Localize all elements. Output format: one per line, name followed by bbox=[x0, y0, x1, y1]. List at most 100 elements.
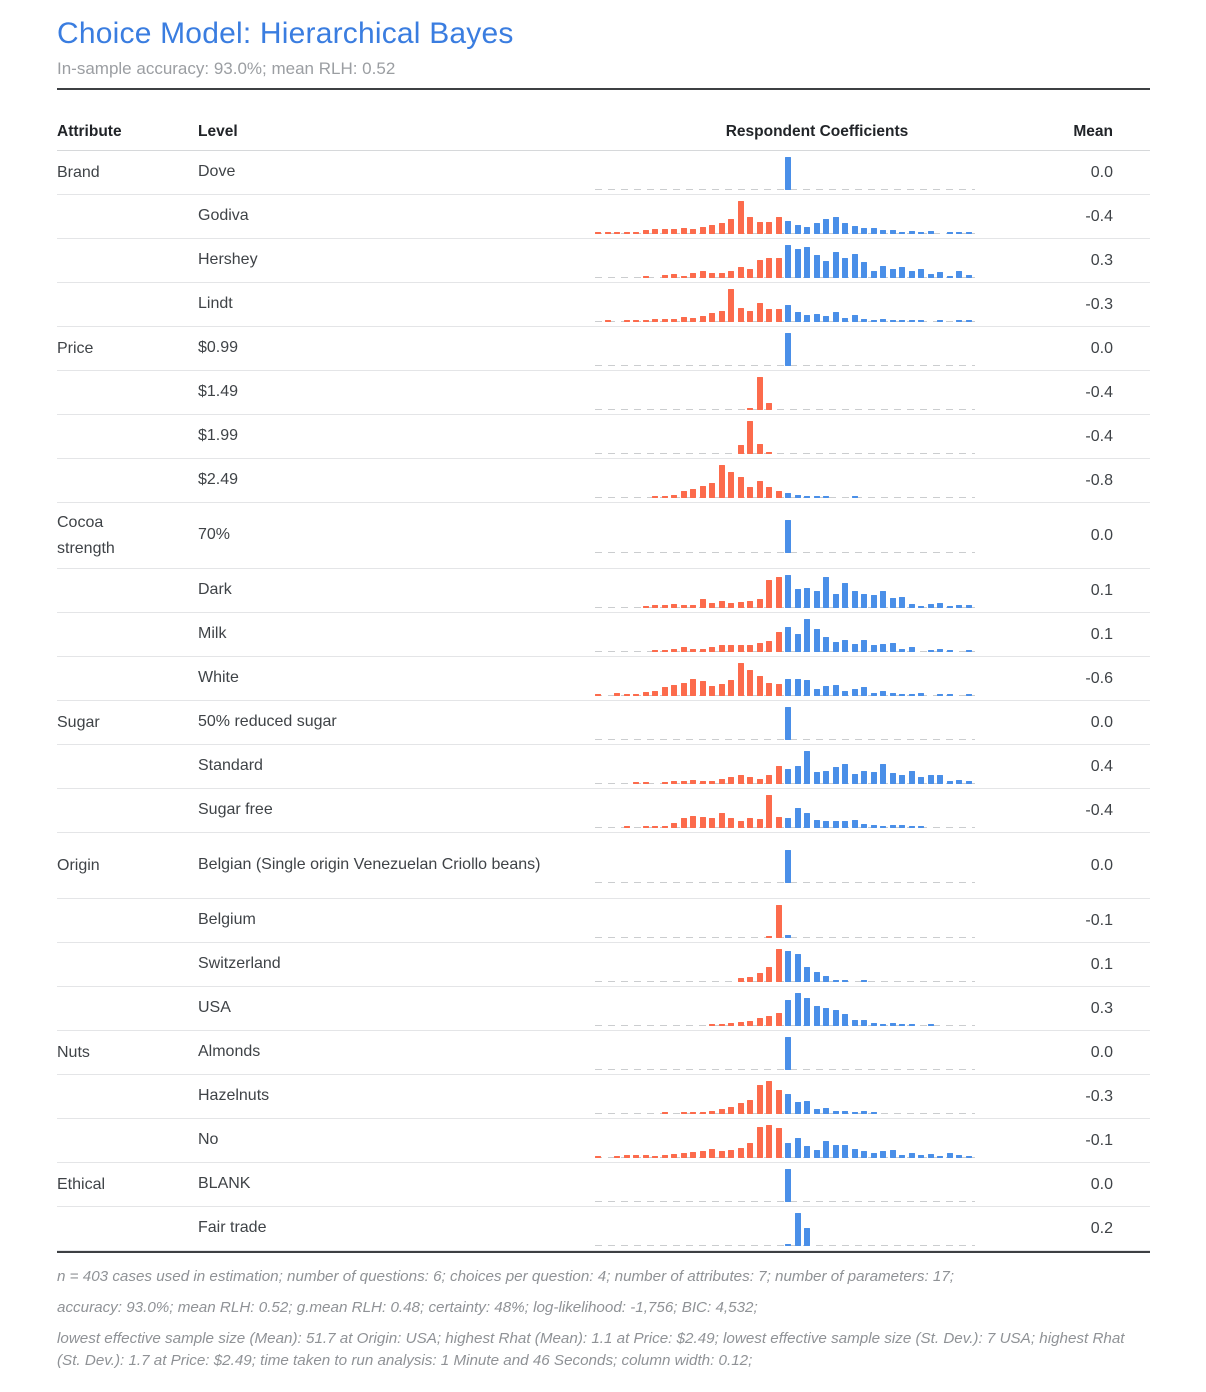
histogram-bar bbox=[709, 685, 715, 696]
histogram-bar bbox=[851, 819, 858, 828]
level-cell: Fair trade bbox=[198, 1219, 267, 1237]
histogram-bar bbox=[813, 222, 820, 234]
histogram-bar bbox=[718, 1108, 725, 1114]
mean-cell: 0.0 bbox=[1090, 713, 1113, 731]
histogram-bar bbox=[690, 228, 696, 234]
histogram-bar bbox=[889, 772, 896, 784]
table-row: Milk 0.1 bbox=[57, 613, 1150, 657]
coefficients-histogram bbox=[595, 948, 975, 982]
histogram-bar bbox=[870, 1111, 877, 1114]
histogram-bar bbox=[652, 604, 658, 608]
histogram-bar bbox=[794, 1137, 801, 1158]
histogram-bar bbox=[804, 812, 810, 828]
histogram-bar bbox=[671, 822, 677, 828]
histogram-bar bbox=[766, 579, 772, 608]
mean-cell: -0.1 bbox=[1085, 1131, 1113, 1149]
histogram-bar bbox=[766, 774, 772, 784]
histogram-bar bbox=[832, 1009, 839, 1026]
table-row: Sugar 50% reduced sugar 0.0 bbox=[57, 701, 1150, 745]
level-cell: BLANK bbox=[198, 1175, 251, 1193]
histogram-bar bbox=[794, 224, 801, 234]
histogram-bar bbox=[709, 817, 715, 828]
histogram-bar bbox=[794, 807, 801, 828]
histogram-bar bbox=[766, 1015, 772, 1026]
histogram-bar bbox=[804, 495, 810, 498]
histogram-bar bbox=[756, 642, 763, 652]
histogram-bar bbox=[908, 603, 915, 608]
histogram-bar bbox=[690, 317, 696, 322]
histogram-bar bbox=[737, 266, 744, 278]
coefficients-histogram bbox=[595, 332, 975, 366]
histogram-bar bbox=[813, 628, 820, 652]
histogram-bar bbox=[756, 443, 763, 454]
histogram-bar bbox=[623, 825, 630, 828]
histogram-bar bbox=[870, 1022, 877, 1026]
histogram-bar bbox=[775, 308, 782, 322]
histogram-bar bbox=[842, 1110, 848, 1114]
histogram-bar bbox=[908, 1023, 915, 1026]
histogram-bar bbox=[899, 824, 905, 828]
histogram-bar bbox=[880, 1150, 886, 1158]
histogram-bar bbox=[709, 312, 715, 322]
histogram-bar bbox=[851, 643, 858, 652]
histogram-bar bbox=[870, 227, 877, 234]
table-row: White -0.6 bbox=[57, 657, 1150, 701]
coefficients-histogram bbox=[595, 464, 975, 498]
coefficients-histogram bbox=[595, 1168, 975, 1202]
histogram-bar bbox=[737, 444, 744, 454]
histogram-bar bbox=[652, 318, 658, 322]
histogram-bar bbox=[766, 486, 772, 498]
histogram-bar bbox=[785, 950, 791, 982]
mean-cell: -0.4 bbox=[1085, 207, 1113, 225]
histogram-bar bbox=[766, 257, 772, 278]
histogram-bar bbox=[851, 225, 858, 234]
histogram-bar bbox=[709, 1023, 715, 1026]
histogram-bar bbox=[699, 780, 706, 784]
histogram-bar bbox=[965, 319, 972, 322]
histogram-bar bbox=[965, 604, 972, 608]
histogram-bar bbox=[785, 849, 791, 883]
histogram-bar bbox=[937, 693, 943, 696]
histogram-bar bbox=[785, 678, 791, 696]
histogram-bar bbox=[699, 816, 706, 828]
coefficients-histogram bbox=[595, 200, 975, 234]
histogram-bar bbox=[690, 678, 696, 696]
table-row: Standard 0.4 bbox=[57, 745, 1150, 789]
level-cell: Milk bbox=[198, 625, 227, 643]
top-divider bbox=[57, 88, 1150, 90]
histogram-bar bbox=[633, 693, 639, 696]
histogram-bar bbox=[699, 485, 706, 498]
table-row: Dark 0.1 bbox=[57, 569, 1150, 613]
histogram-bar bbox=[785, 934, 791, 938]
histogram-bar bbox=[823, 1007, 829, 1026]
mean-cell: -0.1 bbox=[1085, 911, 1113, 929]
histogram-bar bbox=[889, 319, 896, 322]
histogram-bar bbox=[690, 779, 696, 784]
histogram-bar bbox=[813, 313, 820, 322]
mean-cell: 0.2 bbox=[1090, 1219, 1113, 1237]
histogram-bar bbox=[642, 781, 649, 784]
histogram-bar bbox=[851, 1019, 858, 1026]
histogram-bar bbox=[804, 1100, 810, 1114]
column-header-attribute: Attribute bbox=[57, 123, 122, 140]
table-row: Fair trade 0.2 bbox=[57, 1207, 1150, 1251]
level-cell: 70% bbox=[198, 526, 231, 544]
attribute-cell: Ethical bbox=[57, 1175, 106, 1193]
histogram-bar bbox=[661, 228, 668, 234]
histogram-bar bbox=[775, 948, 782, 982]
histogram-bar bbox=[785, 1142, 791, 1158]
histogram-bar bbox=[747, 407, 753, 410]
histogram-bar bbox=[956, 779, 962, 784]
histogram-bar bbox=[775, 490, 782, 498]
table-row: Price $0.99 0.0 bbox=[57, 327, 1150, 371]
histogram-bar bbox=[908, 270, 915, 278]
histogram-bar bbox=[965, 231, 972, 234]
histogram-bar bbox=[756, 376, 763, 410]
histogram-bar bbox=[861, 1110, 867, 1114]
histogram-bar bbox=[823, 260, 829, 278]
histogram-bar bbox=[785, 626, 791, 652]
attribute-cell: Brand bbox=[57, 163, 100, 181]
table-row: Cocoa strength 70% 0.0 bbox=[57, 503, 1150, 569]
histogram-bar bbox=[699, 1111, 706, 1114]
histogram-bar bbox=[671, 273, 677, 278]
